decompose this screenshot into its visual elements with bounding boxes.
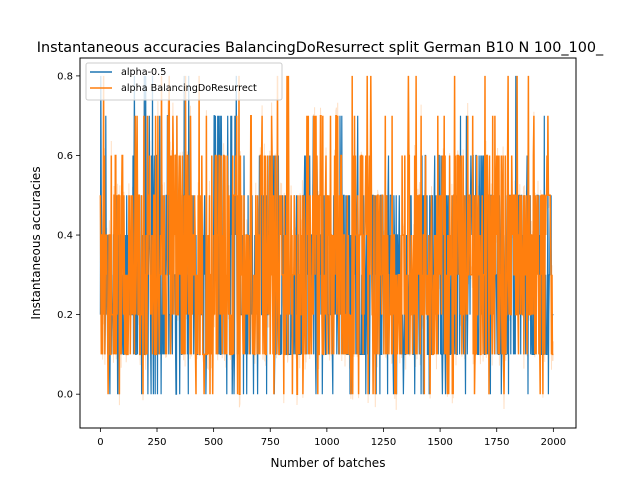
- series-line-alpha-balancingdoresurrect: [99, 75, 554, 395]
- x-axis: 0 250 500 750 1000 1250 1500 1750 2000: [97, 428, 566, 448]
- y-axis-label: Instantaneous accuracies: [29, 166, 43, 319]
- y-tick-label: 0.6: [57, 151, 73, 162]
- series-alpha-balancingdoresurrect: [99, 75, 554, 395]
- x-tick-label: 1500: [427, 437, 452, 448]
- y-tick-label: 0.0: [57, 390, 73, 401]
- plot-frame: [79, 57, 577, 429]
- y-tick-label: 0.2: [57, 310, 73, 321]
- x-tick-label: 1250: [371, 437, 396, 448]
- plot-area: [79, 57, 577, 429]
- x-tick-label: 1750: [484, 437, 509, 448]
- legend-box: [85, 62, 283, 101]
- x-tick-label: 500: [204, 437, 223, 448]
- x-tick-label: 0: [97, 437, 103, 448]
- x-tick-label: 1000: [314, 437, 339, 448]
- legend: alpha-0.5 alpha BalancingDoResurrect: [85, 62, 283, 101]
- legend-label-alpha-balancingdoresurrect: alpha BalancingDoResurrect: [121, 83, 257, 94]
- x-tick-label: 2000: [541, 437, 566, 448]
- y-tick-label: 0.8: [57, 71, 73, 82]
- y-axis: 0.0 0.2 0.4 0.6 0.8: [57, 71, 80, 401]
- chart-title: Instantaneous accuracies BalancingDoResu…: [37, 40, 604, 56]
- x-tick-label: 250: [147, 437, 166, 448]
- x-axis-label: Number of batches: [271, 456, 386, 470]
- y-tick-label: 0.4: [57, 231, 73, 242]
- legend-label-alpha-0-5: alpha-0.5: [121, 67, 166, 78]
- x-tick-label: 750: [261, 437, 280, 448]
